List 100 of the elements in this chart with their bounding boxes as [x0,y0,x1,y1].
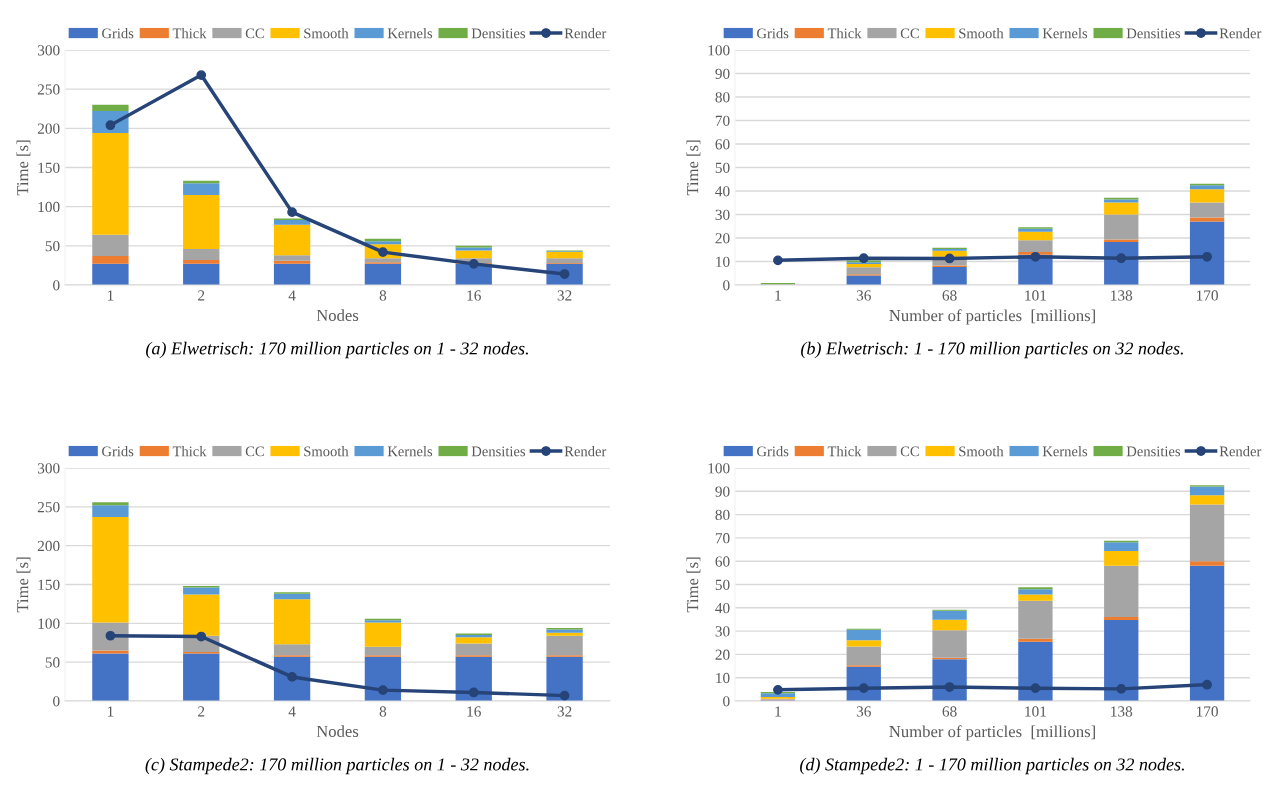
y-tick-label: 250 [37,501,60,513]
y-tick-label: 100 [708,463,730,474]
legend-label: Thick [172,28,207,39]
y-tick-label: 70 [715,115,730,126]
x-axis-title: Number of particles [millions] [889,725,1095,741]
y-tick-label: 150 [38,162,60,173]
legend-label: Thick [827,446,862,457]
legend-label: Smooth [304,446,349,457]
x-tick-label: 1 [775,706,781,717]
x-tick-label: 36 [856,706,871,717]
x-tick-label: 2 [198,290,205,301]
text: (b) Elwetrisch: 1 - 170 million particles on 32 nodes. [801,341,1183,359]
x-tick-label: 2 [198,706,205,717]
x-tick-label: 32 [557,290,572,301]
legend-label: Grids [757,446,789,457]
x-tick-label: 4 [288,290,296,301]
y-tick-label: 0 [723,696,730,707]
x-tick-label: 1 [107,290,114,301]
y-tick-label: 0 [53,696,60,707]
x-tick-label: 170 [1196,706,1218,717]
y-tick-label: 300 [37,463,60,474]
y-tick-label: 10 [716,672,730,684]
y-tick-label: 90 [715,486,730,497]
y-axis-title: Time [s] [686,140,701,196]
x-tick-label: 170 [1196,290,1218,301]
x-tick-label: 138 [1111,290,1133,301]
legend-label: Render [1219,446,1262,457]
text: (a) Elwetrisch: 170 million particles on 1 - 32 nodes. [146,341,528,359]
legend-label: Smooth [304,28,349,39]
y-tick-label: 300 [37,45,60,56]
y-tick-label: 10 [716,256,730,267]
legend-label: Render [1219,28,1262,39]
y-axis-title: Time [s] [686,557,701,613]
x-tick-label: 68 [942,706,957,717]
x-axis-title: Nodes [316,725,359,737]
x-tick-label: 16 [467,290,481,301]
legend-label: Densities [1126,28,1181,39]
y-tick-label: 50 [715,579,730,590]
x-axis-title: Nodes [316,309,359,321]
legend-label: Thick [172,446,207,457]
legend-label: Render [564,28,607,39]
y-tick-label: 200 [37,540,60,552]
legend-label: Grids [757,28,789,39]
x-tick-label: 8 [379,290,387,301]
y-tick-label: 0 [723,280,730,291]
legend-label: Densities [1126,446,1181,457]
legend-label: Grids [102,446,134,457]
legend-label: CC [900,446,919,457]
legend-label: Smooth [959,446,1004,457]
y-tick-label: 200 [37,123,60,134]
x-axis-title: Number of particles [millions] [889,309,1095,325]
text: (d) Stampede2: 1 - 170 million particles on 32 nodes. [800,757,1184,775]
x-tick-label: 1 [107,706,114,717]
y-tick-label: 100 [708,45,730,56]
legend-label: Smooth [959,28,1004,39]
y-tick-label: 70 [715,533,730,544]
y-tick-label: 40 [715,186,730,197]
y-tick-label: 50 [45,240,60,252]
y-axis-title: Time [s] [16,557,31,613]
y-tick-label: 80 [715,92,730,103]
legend-label: Densities [471,446,526,457]
x-tick-label: 101 [1025,290,1046,301]
y-tick-label: 60 [715,556,730,567]
x-tick-label: 16 [467,706,481,717]
legend-label: Render [564,446,607,457]
x-tick-label: 4 [288,706,296,717]
x-tick-label: 1 [775,290,781,301]
y-axis-title: Time [s] [16,140,31,196]
y-tick-label: 40 [715,602,730,614]
y-tick-label: 60 [715,139,730,150]
y-tick-label: 50 [45,657,60,668]
x-tick-label: 8 [379,706,387,717]
legend-label: Kernels [1042,28,1088,39]
legend-label: Kernels [387,446,433,457]
y-tick-label: 20 [715,233,730,244]
y-tick-label: 30 [715,209,730,220]
legend-label: CC [245,446,264,457]
y-tick-label: 0 [53,280,60,291]
y-tick-label: 80 [715,509,730,521]
x-tick-label: 68 [942,290,957,301]
y-tick-label: 150 [38,579,60,590]
y-tick-label: 50 [715,162,730,173]
y-tick-label: 100 [38,201,60,213]
x-tick-label: 101 [1025,706,1046,717]
y-tick-label: 100 [38,618,60,629]
y-tick-label: 250 [37,84,60,95]
y-tick-label: 90 [715,68,730,79]
text: (c) Stampede2: 170 million particles on 1 - 32 nodes. [145,757,529,775]
legend-label: CC [245,28,264,39]
legend-label: Grids [102,28,134,39]
x-tick-label: 32 [557,706,572,717]
x-tick-label: 138 [1111,706,1133,717]
x-tick-label: 36 [856,290,871,301]
y-tick-label: 30 [715,626,730,637]
legend-label: Densities [471,28,526,39]
legend-label: Kernels [1042,446,1088,457]
y-tick-label: 20 [715,649,730,660]
legend-label: Thick [827,28,862,39]
legend-label: CC [900,28,919,39]
legend-label: Kernels [387,28,433,39]
